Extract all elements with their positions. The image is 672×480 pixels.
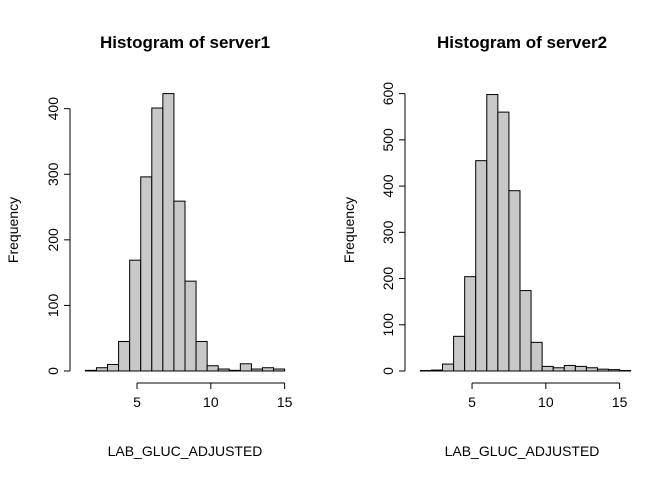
histogram-bar: [585, 367, 598, 372]
chart-title: Histogram of server2: [437, 33, 607, 52]
histogram-bar: [162, 93, 175, 372]
y-tick-label: 500: [380, 128, 396, 152]
histogram-bar: [273, 368, 286, 372]
y-tick-label: 300: [45, 162, 61, 186]
histogram-bar: [151, 107, 164, 372]
y-tick-label: 0: [380, 367, 396, 375]
x-tick-label: 5: [468, 394, 476, 410]
histogram-bar: [475, 160, 488, 372]
histogram-bar: [563, 364, 576, 372]
y-tick-label: 0: [45, 367, 61, 375]
histogram-bar: [250, 368, 263, 372]
y-tick-label: 200: [380, 267, 396, 291]
y-tick-label: 600: [380, 82, 396, 106]
histogram-bar: [519, 290, 532, 372]
histogram-bar: [430, 369, 444, 372]
histogram-bar: [239, 363, 252, 372]
y-tick-label: 100: [380, 313, 396, 337]
x-axis-label: LAB_GLUC_ADJUSTED: [108, 443, 263, 459]
histogram-bar: [596, 368, 610, 372]
histogram-bar: [118, 340, 131, 372]
y-tick-label: 400: [380, 174, 396, 198]
histogram-bar: [140, 176, 153, 372]
x-tick-label: 15: [277, 394, 293, 410]
histogram-bar: [206, 365, 219, 372]
histogram-bar: [486, 94, 499, 372]
histogram-bar: [228, 369, 241, 372]
y-tick-label: 100: [45, 294, 61, 318]
x-tick-label: 15: [612, 394, 628, 410]
histogram-bar: [508, 190, 521, 372]
histogram-bar: [195, 340, 208, 372]
histogram-bar: [107, 363, 120, 372]
histogram-bar: [173, 200, 186, 372]
histogram-bar: [608, 369, 621, 372]
y-tick-label: 400: [45, 97, 61, 121]
x-axis: 5 10 15: [468, 382, 628, 410]
histogram-bar: [453, 335, 466, 372]
histogram-bar: [530, 341, 543, 372]
histogram-bar: [261, 367, 275, 372]
histogram-bar: [442, 363, 455, 372]
chart-title: Histogram of server1: [100, 33, 270, 52]
histogram-panel-server1: Histogram of server1 LAB_GLUC_ADJUSTED F…: [5, 33, 293, 459]
bar-group: [84, 93, 286, 372]
histogram-bar: [464, 276, 477, 372]
x-tick-label: 10: [538, 394, 554, 410]
y-tick-label: 300: [380, 220, 396, 244]
histogram-bar: [95, 367, 109, 372]
y-axis-label: Frequency: [5, 197, 21, 263]
histogram-bar: [497, 111, 510, 372]
histogram-panel-server2: Histogram of server2 LAB_GLUC_ADJUSTED F…: [341, 33, 632, 459]
histogram-bar: [217, 368, 230, 372]
histogram-bar: [184, 280, 197, 372]
x-axis: 5 10 15: [133, 382, 293, 410]
y-axis-label: Frequency: [341, 197, 357, 263]
y-axis: 0 100 200 300 400 500 600: [380, 82, 406, 375]
histogram-bar: [541, 365, 554, 372]
histogram-bar: [129, 259, 142, 372]
x-axis-label: LAB_GLUC_ADJUSTED: [445, 443, 600, 459]
histogram-bar: [552, 367, 565, 372]
y-tick-label: 200: [45, 228, 61, 252]
histogram-bar: [84, 369, 97, 372]
x-tick-label: 10: [203, 394, 219, 410]
bar-group: [419, 94, 632, 372]
y-axis: 0 100 200 300 400: [45, 97, 71, 375]
histogram-bar: [574, 365, 587, 372]
x-tick-label: 5: [133, 394, 141, 410]
